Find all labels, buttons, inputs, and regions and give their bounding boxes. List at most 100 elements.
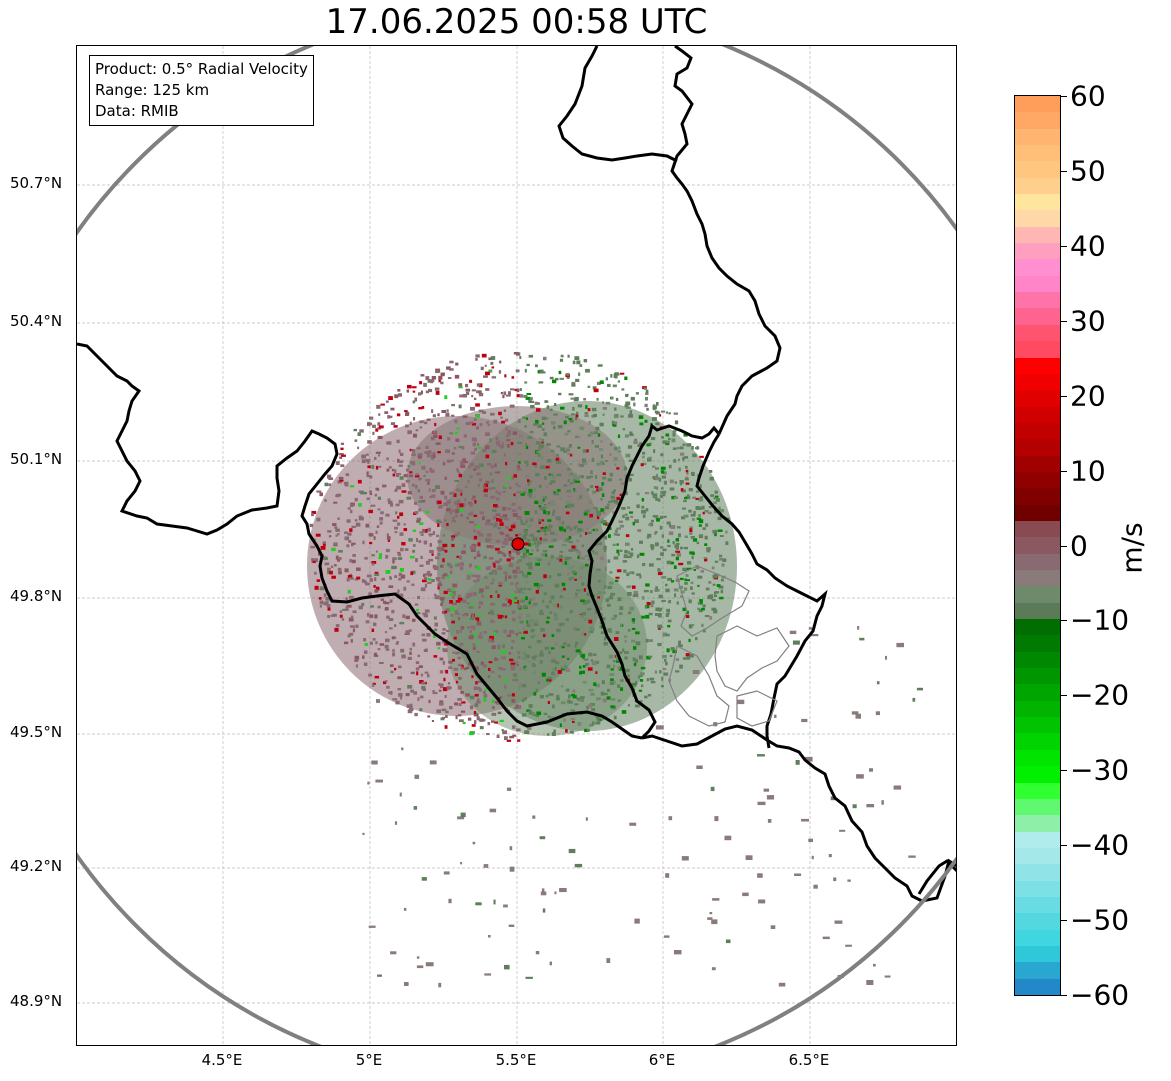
echo-pixel <box>344 531 348 534</box>
echo-pixel <box>443 590 448 594</box>
echo-pixel <box>418 477 422 481</box>
echo-pixel <box>528 562 533 566</box>
echo-pixel <box>659 414 662 417</box>
echo-pixel <box>479 511 484 515</box>
echo-pixel <box>430 436 435 441</box>
echo-pixel <box>628 414 633 418</box>
echo-pixel <box>558 392 562 396</box>
echo-pixel <box>345 608 349 611</box>
echo-pixel <box>597 364 603 367</box>
echo-pixel <box>423 540 428 545</box>
echo-pixel <box>593 682 597 686</box>
echo-pixel <box>316 490 322 493</box>
echo-pixel <box>379 643 385 646</box>
echo-pixel <box>714 490 718 494</box>
echo-pixel <box>685 476 689 479</box>
echo-pixel <box>462 614 467 617</box>
echo-pixel <box>632 585 636 589</box>
echo-pixel <box>527 479 530 483</box>
echo-pixel <box>559 554 564 558</box>
echo-pixel <box>688 599 692 604</box>
colorbar-tick <box>1061 845 1067 847</box>
echo-pixel <box>596 516 600 520</box>
echo-pixel <box>561 685 564 688</box>
echo-pixel <box>575 592 578 596</box>
echo-pixel <box>372 638 376 641</box>
echo-pixel <box>492 578 495 582</box>
echo-pixel <box>449 564 453 569</box>
echo-pixel <box>602 698 607 703</box>
echo-pixel <box>571 570 576 574</box>
echo-pixel <box>698 524 702 527</box>
echo-pixel <box>614 407 617 411</box>
echo-pixel <box>437 540 442 544</box>
echo-pixel <box>547 715 551 718</box>
echo-pixel <box>588 500 592 505</box>
echo-pixel <box>490 602 495 606</box>
colorbar-segment <box>1015 847 1060 866</box>
echo-pixel <box>560 354 564 358</box>
echo-pixel <box>365 620 370 624</box>
echo-pixel <box>497 567 503 570</box>
echo-pixel <box>550 500 556 503</box>
echo-pixel <box>482 411 487 414</box>
echo-pixel <box>419 708 423 712</box>
echo-pixel <box>617 380 620 383</box>
echo-pixel <box>419 564 424 567</box>
echo-pixel <box>438 435 442 440</box>
echo-pixel <box>446 629 450 633</box>
echo-pixel <box>539 695 544 699</box>
echo-pixel <box>632 521 635 526</box>
echo-pixel <box>501 729 504 732</box>
echo-pixel <box>626 572 630 577</box>
range-label: Range: 125 km <box>95 81 210 99</box>
echo-pixel <box>609 681 614 685</box>
echo-pixel <box>617 684 621 688</box>
echo-pixel <box>597 433 601 437</box>
echo-pixel <box>705 587 710 591</box>
echo-pixel <box>449 459 454 462</box>
echo-pixel <box>508 563 514 568</box>
echo-pixel <box>497 565 502 569</box>
echo-pixel <box>698 534 703 538</box>
echo-pixel <box>420 673 424 677</box>
echo-pixel <box>475 566 481 570</box>
echo-pixel <box>599 606 603 611</box>
echo-pixel <box>518 616 522 619</box>
echo-pixel <box>450 588 455 591</box>
echo-pixel <box>387 539 390 542</box>
echo-pixel <box>470 511 474 516</box>
echo-pixel <box>470 695 475 700</box>
echo-pixel <box>378 465 382 468</box>
echo-pixel <box>409 647 412 651</box>
echo-pixel <box>452 593 456 596</box>
echo-pixel <box>524 667 527 672</box>
echo-pixel <box>680 577 684 581</box>
echo-pixel <box>586 527 590 530</box>
echo-pixel <box>431 720 434 722</box>
echo-pixel <box>684 547 688 550</box>
echo-pixel <box>668 531 674 536</box>
echo-pixel <box>343 481 349 485</box>
colorbar-tick-label: 30 <box>1070 304 1106 338</box>
echo-pixel <box>714 560 719 563</box>
echo-pixel <box>377 496 381 500</box>
echo-pixel <box>639 422 644 426</box>
echo-pixel <box>559 558 563 562</box>
echo-pixel <box>485 432 490 436</box>
echo-pixel <box>520 523 526 525</box>
echo-pixel <box>349 485 355 488</box>
echo-pixel <box>427 450 432 454</box>
echo-pixel <box>459 566 464 571</box>
echo-pixel <box>399 532 404 536</box>
echo-pixel <box>512 522 516 526</box>
echo-pixel <box>591 529 595 532</box>
echo-pixel <box>551 659 557 663</box>
echo-pixel <box>511 376 515 379</box>
echo-pixel <box>591 708 596 712</box>
echo-pixel <box>499 558 503 562</box>
velocity-colorbar <box>1014 95 1061 996</box>
echo-pixel <box>476 525 480 528</box>
echo-pixel <box>578 475 584 479</box>
echo-pixel <box>582 665 586 668</box>
